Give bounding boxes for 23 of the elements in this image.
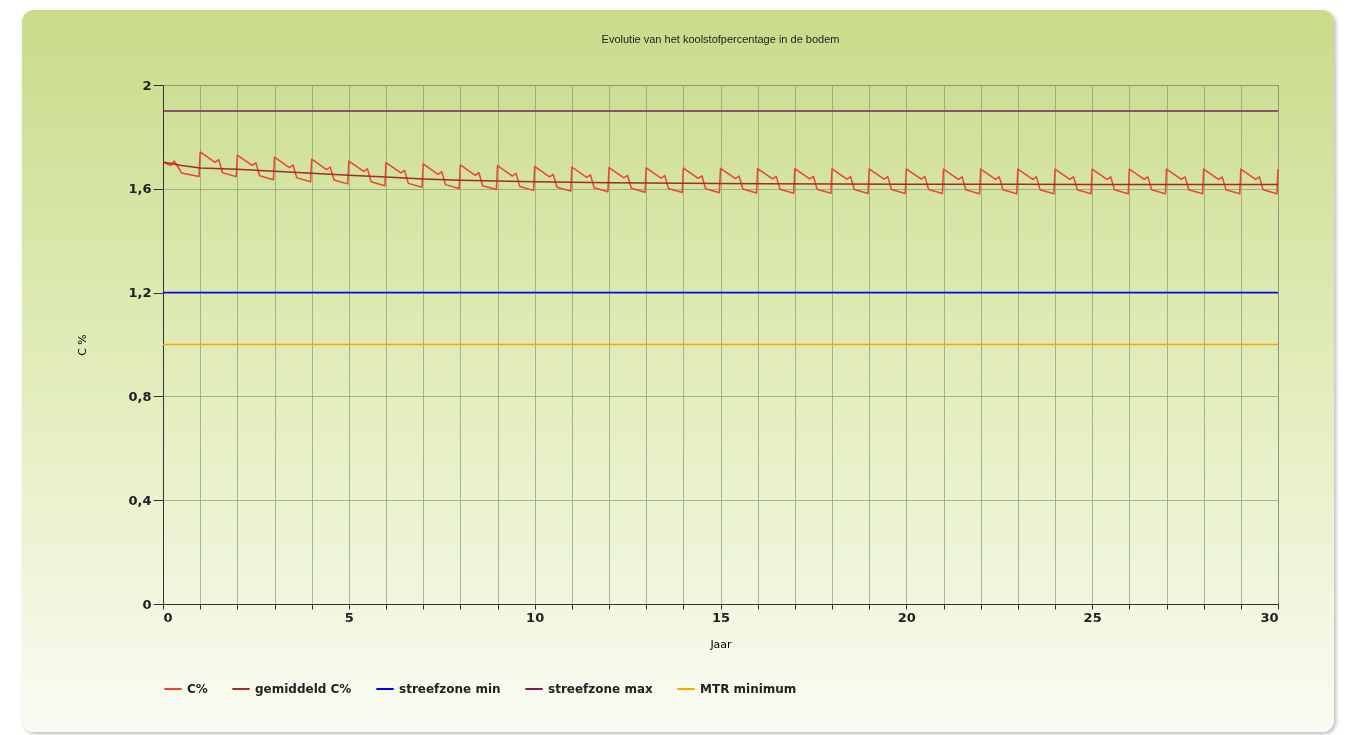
y-tick-label: 0,8 (128, 388, 152, 404)
x-tick-label: 5 (344, 609, 354, 625)
legend-label: MTR minimum (700, 682, 797, 696)
x-tick-label: 30 (1260, 609, 1279, 625)
y-tick-label: 1,6 (128, 181, 152, 197)
y-tick-label: 2 (142, 77, 152, 93)
line-series (162, 151, 1279, 195)
y-tick-label: 0 (142, 596, 152, 612)
legend-label: streefzone min (399, 682, 501, 696)
x-axis-title: Jaar (709, 637, 733, 651)
x-tick-label: 10 (526, 609, 545, 625)
x-tick-label: 15 (711, 609, 731, 625)
chart-title: Evolutie van het koolstofpercentage in de bodem (601, 33, 840, 45)
y-axis-title: C % (76, 334, 90, 356)
y-tick-label: 0,4 (128, 492, 152, 508)
line-series (162, 161, 1279, 186)
x-tick-label: 25 (1083, 609, 1102, 625)
y-tick-label: 1,2 (128, 285, 152, 301)
legend-label: streefzone max (548, 682, 653, 696)
legend-label: gemiddeld C% (255, 682, 352, 696)
x-tick-label: 0 (163, 609, 173, 625)
x-tick-label: 20 (897, 609, 916, 625)
legend-label: C% (187, 682, 208, 696)
